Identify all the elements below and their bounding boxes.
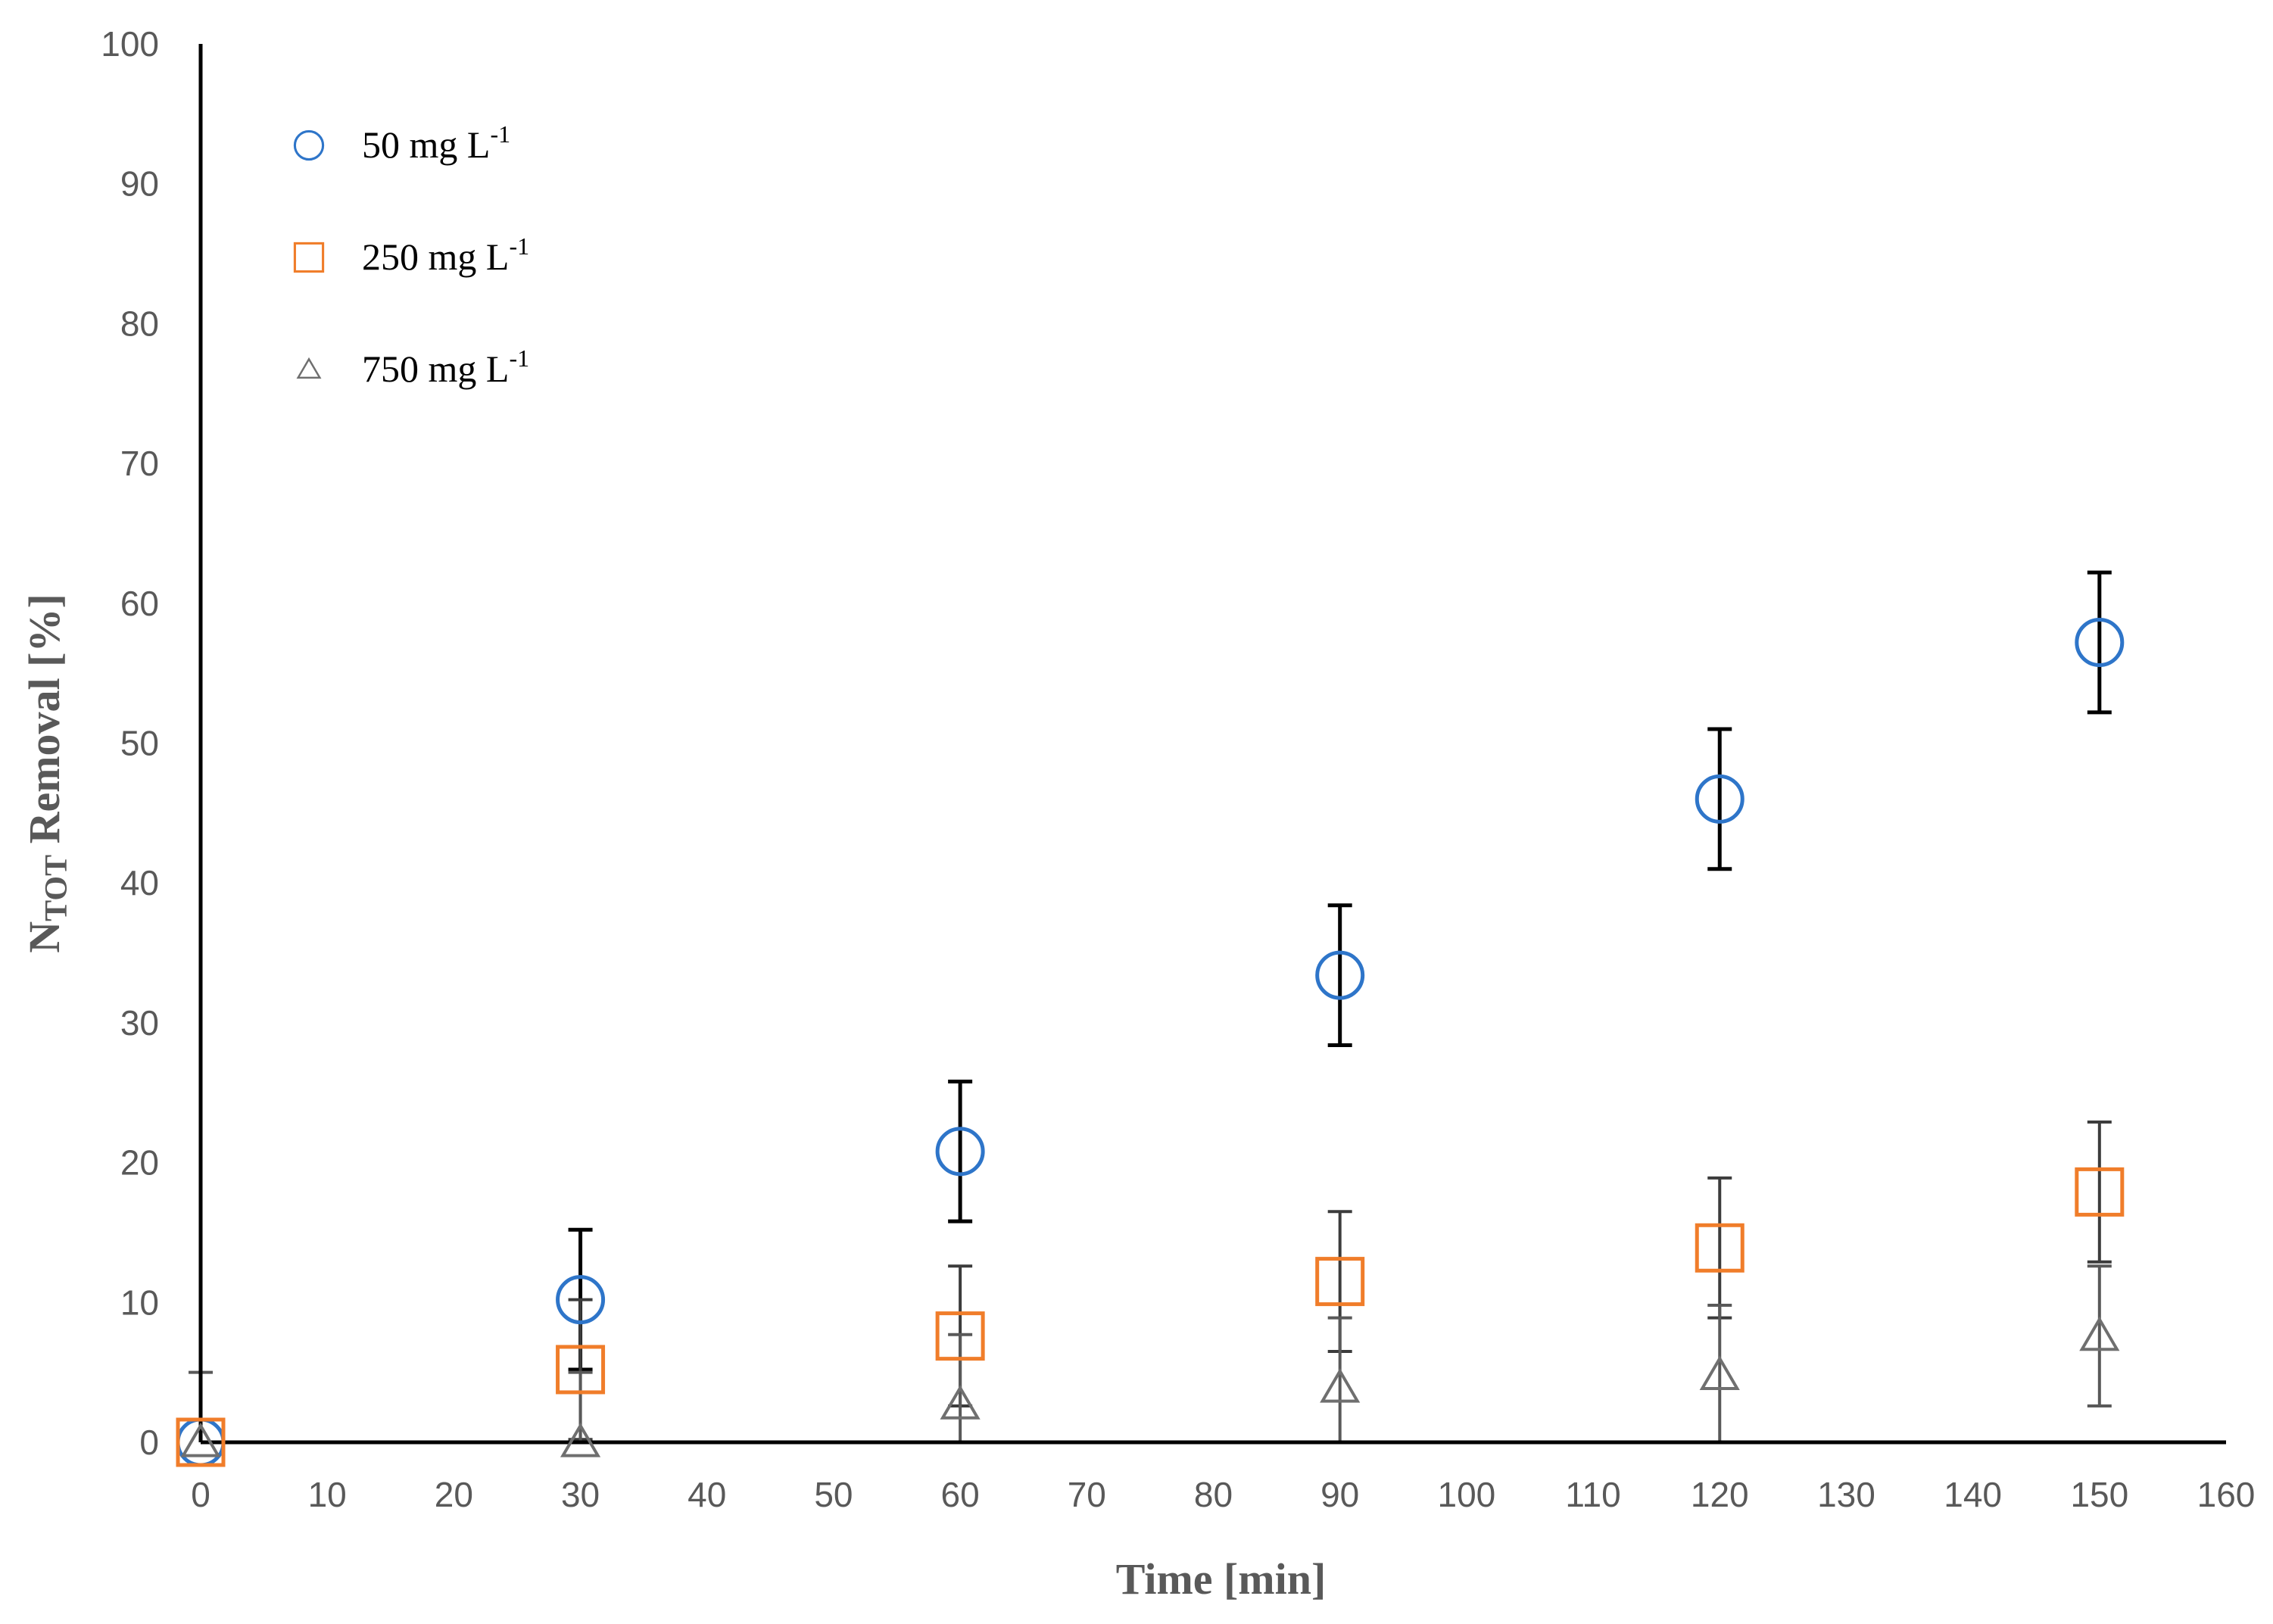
y-tick-label: 70 [120,444,159,483]
data-point-circle [935,1127,985,1177]
x-axis-title: Time [min] [1116,1554,1327,1604]
x-tick-label: 90 [1320,1475,1359,1514]
legend-label: 50 mg L-1 [362,120,510,166]
x-tick-label: 110 [1565,1475,1620,1514]
data-point-circle [1315,950,1365,1000]
y-tick-label: 80 [120,304,159,343]
legend-item: 750 mg L-1 [296,344,529,390]
x-tick-label: 10 [308,1475,347,1514]
y-tick-label: 10 [120,1283,159,1322]
series-circle [176,618,2125,1467]
data-point-triangle [940,1385,981,1420]
data-point-square [556,1345,606,1395]
error-bar [568,1370,593,1442]
y-axis-ticks: 0 10 20 30 40 50 60 70 80 90 100 [101,24,159,1462]
x-tick-label: 0 [191,1475,210,1514]
x-tick-label: 60 [941,1475,980,1514]
data-point-triangle [180,1423,221,1457]
data-point-square [293,242,325,273]
y-axis-title-rest: Removal [%] [20,594,69,855]
y-tick-label: 40 [120,863,159,902]
x-tick-label: 130 [1817,1475,1875,1514]
error-bar [1707,1303,1732,1442]
axes [198,44,2226,1445]
error-bar [2087,1121,2112,1264]
data-point-circle [1695,774,1745,824]
y-tick-label: 50 [120,724,159,763]
data-point-square [935,1311,985,1361]
x-tick-label: 160 [2197,1475,2256,1514]
x-tick-label: 120 [1691,1475,1749,1514]
x-tick-label: 100 [1438,1475,1496,1514]
data-point-square [1695,1223,1745,1273]
y-tick-label: 0 [139,1423,159,1462]
y-axis-title: NTOT Removal [%] [20,594,74,953]
series-square [176,1167,2125,1467]
error-bar [2087,570,2112,715]
x-tick-label: 20 [435,1475,473,1514]
data-point-triangle [1699,1355,1740,1390]
x-tick-label: 50 [814,1475,853,1514]
legend: 50 mg L-1 250 mg L-1 750 mg L-1 [293,120,529,390]
data-point-triangle [1320,1367,1361,1403]
y-tick-label: 30 [120,1003,159,1043]
y-axis-title-main: N [20,921,69,953]
data-point-circle [293,129,325,161]
legend-label: 750 mg L-1 [362,344,529,390]
y-tick-label: 60 [120,584,159,623]
data-point-triangle [296,357,322,379]
x-tick-label: 140 [1944,1475,2002,1514]
x-axis-ticks: 0 10 20 30 40 50 60 70 80 90 100 110 120 130 140 150 160 [191,1475,2255,1514]
x-tick-label: 30 [561,1475,600,1514]
data-point-circle [556,1275,606,1325]
y-tick-label: 100 [101,24,159,64]
x-tick-label: 40 [688,1475,726,1514]
y-tick-label: 90 [120,164,159,204]
legend-label: 250 mg L-1 [362,232,529,278]
error-bar [1327,1316,1352,1442]
data-markers [176,618,2125,1467]
error-bar [1327,903,1352,1047]
data-point-triangle [2079,1316,2120,1351]
x-tick-label: 80 [1194,1475,1233,1514]
data-point-square [2075,1167,2125,1217]
error-bar [1707,1176,1732,1320]
data-point-triangle [560,1423,601,1457]
data-point-square [1315,1257,1365,1307]
error-bar [948,1079,973,1223]
series-triangle [180,1316,2120,1457]
y-axis-title-subscript: TOT [39,855,74,921]
x-tick-label: 150 [2070,1475,2128,1514]
error-bar [1707,727,1732,871]
y-tick-label: 20 [120,1143,159,1183]
x-tick-label: 70 [1068,1475,1106,1514]
legend-item: 50 mg L-1 [293,120,510,166]
data-point-circle [2075,618,2125,668]
legend-item: 250 mg L-1 [293,232,529,278]
error-bars [189,570,2112,1442]
error-bar [2087,1264,2112,1407]
data-point-square [176,1417,226,1467]
